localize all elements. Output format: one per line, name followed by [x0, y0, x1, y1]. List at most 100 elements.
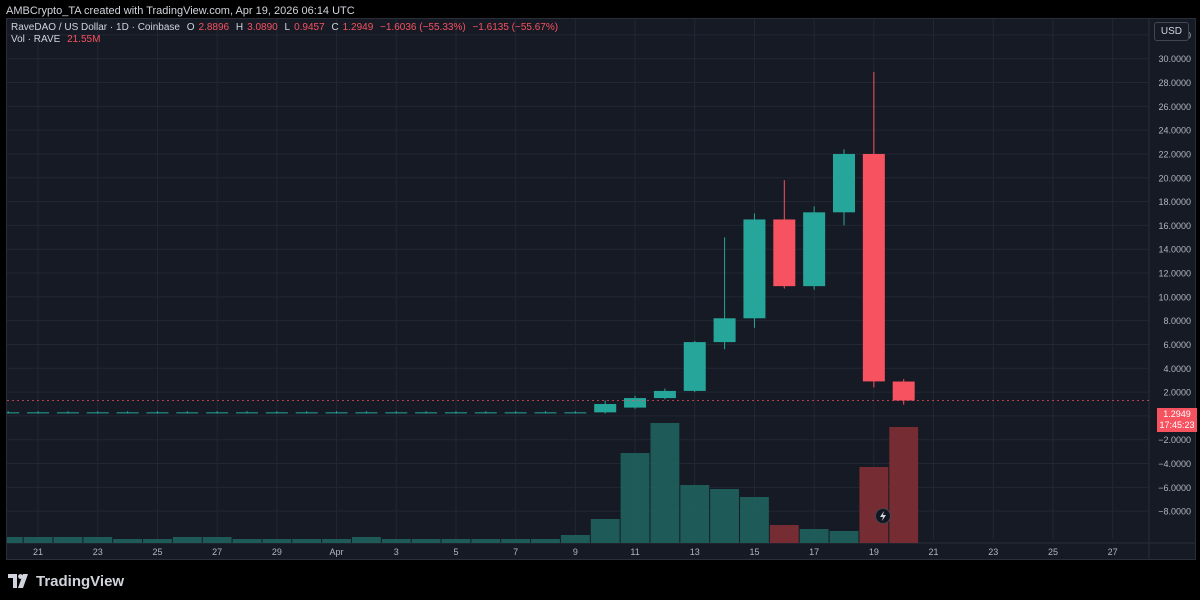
volume-bar	[351, 537, 381, 543]
candle-body	[504, 412, 527, 414]
chart-caption: AMBCrypto_TA created with TradingView.co…	[6, 5, 355, 17]
candle-body	[56, 412, 79, 414]
tradingview-brand: TradingView	[36, 572, 125, 590]
candle-body	[862, 153, 885, 382]
candle-body	[265, 412, 288, 414]
volume-bar	[143, 539, 172, 543]
candle-body	[355, 412, 378, 414]
volume-bar	[710, 489, 740, 543]
volume-bar	[769, 525, 799, 543]
candle-body	[534, 412, 557, 414]
tradingview-logo-icon	[8, 574, 32, 588]
candlestick-chart[interactable]: 3 2.0000 30.0000 28.0000 26.0000 24.0000 22.00…	[7, 19, 1195, 559]
x-tick-label: 25	[152, 547, 162, 557]
symbol-label: RaveDAO / US Dollar · 1D · Coinbase	[11, 22, 180, 33]
y-tick-label: 30.0000	[1158, 54, 1191, 64]
candle-body	[773, 219, 796, 287]
volume-bar	[799, 529, 829, 543]
y-tick-label: 16.0000	[1158, 221, 1191, 231]
volume-bar	[411, 539, 441, 543]
candle-body	[444, 412, 467, 414]
y-tick-label: 6.0000	[1163, 340, 1191, 350]
candle-body	[325, 412, 348, 414]
volume-bar	[620, 453, 650, 543]
x-tick-label: 23	[93, 547, 103, 557]
volume-bar	[531, 539, 560, 543]
x-tick-label: 5	[453, 547, 458, 557]
last-price-tag: 1.2949 17:45:23	[1157, 408, 1197, 432]
candle-body	[683, 342, 706, 391]
candle-body	[743, 219, 766, 319]
volume-bar	[829, 531, 859, 543]
y-tick-label: 28.0000	[1158, 78, 1191, 88]
x-tick-label: 9	[573, 547, 578, 557]
lightning-icon[interactable]	[875, 508, 891, 524]
currency-button[interactable]: USD	[1153, 22, 1189, 41]
x-tick-label: 25	[1048, 547, 1058, 557]
y-tick-label: 20.0000	[1158, 173, 1191, 183]
volume-bar	[501, 539, 531, 543]
candle-body	[594, 404, 617, 413]
volume-bar	[740, 497, 769, 543]
volume-bar	[113, 539, 143, 543]
candle-body	[803, 212, 826, 287]
volume-bar	[172, 537, 202, 543]
open-value: 2.8896	[198, 22, 230, 33]
volume-bar	[202, 537, 232, 543]
y-tick-label: 26.0000	[1158, 102, 1191, 112]
candle-body	[385, 412, 408, 414]
volume-bar	[889, 427, 919, 543]
low-key: L	[284, 22, 291, 33]
volume-bar	[381, 539, 411, 543]
x-tick-label: Apr	[330, 547, 344, 557]
x-tick-label: 21	[33, 547, 43, 557]
x-tick-label: 7	[513, 547, 518, 557]
ohlc-legend: RaveDAO / US Dollar · 1D · Coinbase O 2.8…	[11, 22, 562, 33]
x-tick-label: 17	[809, 547, 819, 557]
change-value-2: −1.6135 (−55.67%)	[472, 22, 559, 33]
close-key: C	[331, 22, 339, 33]
volume-bar	[441, 539, 471, 543]
x-tick-label: 27	[1108, 547, 1118, 557]
candle-body	[653, 390, 676, 399]
candle-body	[27, 412, 50, 414]
y-tick-label: 24.0000	[1158, 126, 1191, 136]
volume-bar	[7, 537, 23, 543]
volume-bar	[322, 539, 351, 543]
x-tick-label: 3	[394, 547, 399, 557]
y-tick-label: 18.0000	[1158, 197, 1191, 207]
candle-countdown: 17:45:23	[1159, 420, 1195, 430]
y-tick-label: 2.0000	[1163, 388, 1191, 398]
candle-body	[833, 153, 855, 213]
high-key: H	[235, 22, 244, 33]
volume-legend: Vol · RAVE 21.55M	[11, 34, 104, 45]
candle-body	[892, 381, 915, 401]
low-value: 0.9457	[294, 22, 325, 33]
last-price-value: 1.2949	[1163, 409, 1191, 419]
candle-body	[415, 412, 438, 414]
high-value: 3.0890	[247, 22, 278, 33]
candle-body	[624, 398, 647, 408]
y-tick-label: 22.0000	[1158, 149, 1191, 159]
x-tick-label: 29	[272, 547, 282, 557]
plot-background	[7, 19, 1195, 559]
x-tick-label: 15	[749, 547, 759, 557]
y-tick-label: 14.0000	[1158, 245, 1191, 255]
volume-bar	[471, 539, 501, 543]
x-tick-label: 13	[690, 547, 700, 557]
volume-bar	[680, 485, 710, 543]
candle-body	[474, 412, 497, 414]
y-tick-label: 10.0000	[1158, 292, 1191, 302]
volume-value: 21.55M	[67, 34, 101, 45]
chart-panel[interactable]: 3 2.0000 30.0000 28.0000 26.0000 24.0000 22.00…	[6, 18, 1197, 560]
x-tick-label: 27	[212, 547, 222, 557]
candle-body	[206, 412, 229, 414]
candle-body	[7, 412, 20, 414]
x-tick-label: 21	[929, 547, 939, 557]
candle-body	[176, 412, 199, 414]
volume-bar	[53, 537, 83, 543]
candle-body	[146, 412, 169, 414]
currency-label: USD	[1160, 26, 1182, 37]
y-tick-label: 4.0000	[1163, 364, 1191, 374]
